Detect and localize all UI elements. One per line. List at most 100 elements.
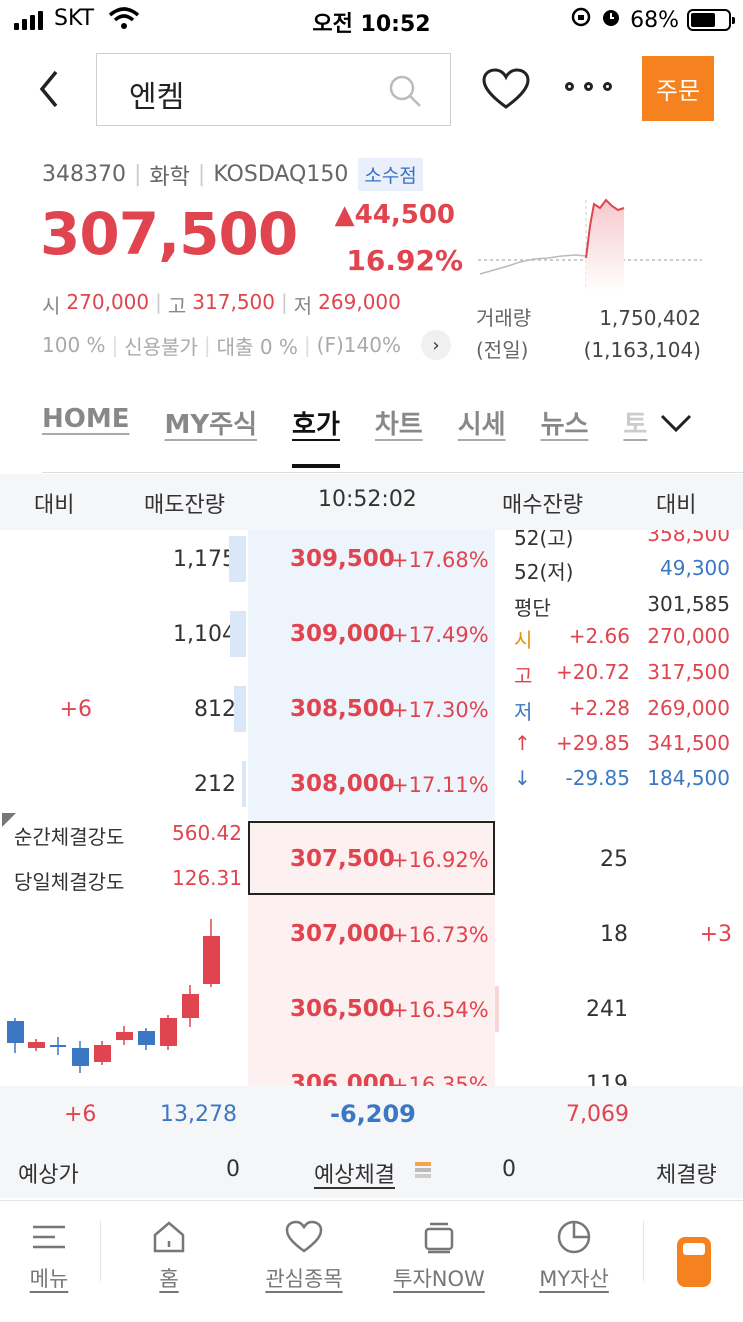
bid-row[interactable]: 307,000 +16.73% 18 +3	[0, 897, 743, 972]
tab-discussion[interactable]: 토	[623, 410, 648, 440]
heart-icon	[285, 1220, 323, 1253]
current-price: 307,500	[40, 200, 298, 268]
ask-row[interactable]: 212 308,000 +17.11%	[0, 746, 743, 821]
strength-label: 순간체결강도	[14, 825, 125, 849]
info-value: 301,585	[647, 592, 730, 616]
bid-pct: +16.35%	[391, 1073, 489, 1086]
ask-pct: +17.30%	[391, 698, 489, 722]
orientation-lock-icon	[570, 6, 592, 34]
orderbook[interactable]: 1,175 309,500 +17.68% 1,104 309,000 +17.…	[0, 530, 743, 1086]
total-ask-diff: +6	[64, 1102, 97, 1127]
phone-order-icon[interactable]	[677, 1237, 711, 1287]
current-price-box	[248, 821, 495, 895]
nav-divider	[643, 1221, 644, 1281]
net-qty: -6,209	[330, 1100, 416, 1128]
ask-qty: 812	[194, 697, 236, 722]
bid-qty: 119	[586, 1072, 628, 1086]
tab-home[interactable]: HOME	[42, 404, 130, 434]
stock-meta: 348370 | 화학 | KOSDAQ150 소수점	[42, 158, 423, 191]
battery-percent: 68%	[630, 7, 679, 33]
price-change-pct: 16.92%	[346, 244, 463, 277]
more-options-button[interactable]	[565, 82, 612, 91]
bid-price: 307,500	[290, 846, 395, 872]
info-value: 317,500	[647, 660, 730, 684]
info-row: 저 +2.28 269,000	[514, 696, 730, 730]
stock-index: KOSDAQ150	[213, 162, 349, 187]
info-row: ↑ +29.85 341,500	[514, 731, 730, 765]
chevron-left-icon	[39, 70, 58, 108]
order-button[interactable]: 주문	[642, 56, 714, 121]
info-key: 52(고)	[514, 530, 574, 550]
total-ask-qty: 13,278	[160, 1102, 237, 1127]
nav-label: 홈	[159, 1267, 179, 1291]
back-button[interactable]	[30, 66, 70, 112]
expected-exec-label[interactable]: 예상체결	[314, 1163, 395, 1188]
chevron-right-icon[interactable]: ›	[420, 330, 451, 360]
search-icon[interactable]	[388, 74, 422, 112]
bid-price: 306,500	[290, 996, 395, 1022]
ask-price: 309,500	[290, 546, 395, 572]
daily-strength: 당일체결강도 126.31	[14, 866, 242, 895]
expand-tabs-button[interactable]	[658, 408, 694, 442]
nav-home[interactable]: 홈	[104, 1219, 234, 1293]
fractional-badge: 소수점	[358, 158, 423, 191]
ask-price: 308,000	[290, 771, 395, 797]
exec-volume-label[interactable]: 체결량	[656, 1163, 717, 1188]
expected-exec: 0	[502, 1157, 516, 1182]
bid-qty: 25	[600, 847, 628, 872]
favorite-button[interactable]	[482, 68, 530, 114]
nav-my-assets[interactable]: MY자산	[509, 1219, 639, 1293]
ask-qty: 1,104	[173, 622, 236, 647]
tab-news[interactable]: 뉴스	[540, 410, 589, 440]
bid-pct: +16.54%	[391, 998, 489, 1022]
nav-label: MY자산	[539, 1267, 609, 1291]
heart-icon	[482, 68, 530, 109]
bid-qty-header: 매수잔량	[502, 493, 583, 518]
nav-menu[interactable]: 메뉴	[0, 1219, 114, 1293]
price-change: ▲44,500	[334, 200, 455, 230]
tab-quotes[interactable]: 시세	[457, 410, 506, 440]
tab-divider	[42, 472, 743, 473]
tab-my-stock[interactable]: MY주식	[164, 410, 258, 440]
ask-qty-bar	[230, 611, 246, 657]
ask-price: 309,000	[290, 621, 395, 647]
tab-orderbook[interactable]: 호가	[292, 404, 340, 468]
stock-code: 348370	[42, 162, 126, 187]
status-bar: SKT 오전 10:52 68%	[0, 0, 743, 44]
ask-row[interactable]: +6 812 308,500 +17.30%	[0, 671, 743, 746]
info-value: 184,500	[647, 766, 730, 790]
f-ratio: (F)140%	[316, 333, 401, 357]
bid-row[interactable]: 306,500 +16.54% 241	[0, 972, 743, 1047]
nav-watchlist[interactable]: 관심종목	[239, 1219, 369, 1293]
bid-diff-header: 대비	[656, 493, 697, 518]
ask-pct: +17.49%	[391, 623, 489, 647]
ask-qty-bar	[229, 536, 246, 582]
low-label: 저	[293, 294, 313, 318]
open-label: 시	[42, 294, 61, 318]
tab-chart[interactable]: 차트	[374, 410, 423, 440]
expected-exec-icon	[415, 1162, 431, 1178]
bid-row[interactable]: 306,000 +16.35% 119	[0, 1047, 743, 1086]
info-row: 52(저) 49,300	[514, 556, 730, 590]
search-input[interactable]: 엔켐	[96, 53, 451, 126]
bottom-nav: 메뉴 홈 관심종목 투자NOW MY자산	[0, 1200, 743, 1322]
carrier-label: SKT	[54, 6, 95, 31]
bid-row[interactable]: 307,500 +16.92% 25	[0, 822, 743, 897]
stack-icon	[424, 1222, 454, 1254]
battery-icon	[687, 9, 735, 31]
bid-pct: +16.73%	[391, 923, 489, 947]
ask-diff: +6	[59, 697, 92, 722]
volume-values: 1,750,402 (1,163,104)	[584, 302, 701, 366]
ask-qty: 1,175	[173, 547, 236, 572]
info-value: 341,500	[647, 731, 730, 755]
prev-volume-value: (1,163,104)	[583, 338, 701, 362]
high-label: 고	[167, 294, 187, 318]
expected-price-label: 예상가	[18, 1163, 79, 1188]
intraday-sparkline	[478, 198, 702, 292]
nav-invest-now[interactable]: 투자NOW	[374, 1219, 504, 1293]
ask-row[interactable]: 1,175 309,500 +17.68%	[0, 530, 743, 596]
total-bid-qty: 7,069	[566, 1102, 629, 1127]
ohl-summary: 시 270,000 | 고 317,500 | 저 269,000	[42, 290, 401, 318]
ask-row[interactable]: 1,104 309,000 +17.49%	[0, 596, 743, 671]
signal-icon	[14, 10, 43, 30]
